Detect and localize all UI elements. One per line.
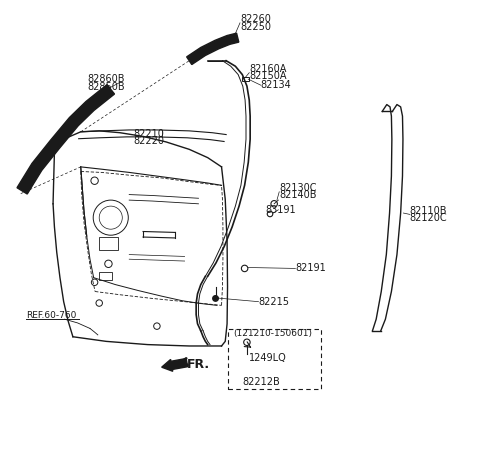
Text: 82140B: 82140B — [279, 190, 317, 200]
Text: 82220: 82220 — [134, 136, 165, 146]
Text: 82250: 82250 — [240, 22, 271, 31]
Text: 83191: 83191 — [265, 205, 296, 215]
Polygon shape — [187, 33, 239, 64]
Text: 82120C: 82120C — [410, 213, 447, 223]
Polygon shape — [17, 85, 115, 194]
Text: 82210: 82210 — [134, 129, 165, 138]
Text: FR.: FR. — [187, 358, 210, 371]
FancyArrow shape — [162, 358, 188, 371]
Text: 82215: 82215 — [258, 297, 289, 307]
Text: 82860B: 82860B — [88, 74, 125, 84]
Text: 82260: 82260 — [240, 14, 271, 24]
Text: 1249LQ: 1249LQ — [249, 353, 287, 363]
Text: REF.60-760: REF.60-760 — [26, 311, 77, 320]
Text: 82130C: 82130C — [279, 183, 317, 193]
Circle shape — [213, 296, 218, 301]
Text: 82160A: 82160A — [249, 64, 287, 74]
Text: 82212B: 82212B — [242, 376, 280, 387]
Text: (121210-150601): (121210-150601) — [234, 330, 312, 338]
Text: 82150A: 82150A — [249, 71, 287, 81]
Text: 82110B: 82110B — [410, 206, 447, 216]
Text: 82191: 82191 — [295, 263, 326, 274]
Bar — [242, 77, 249, 81]
Text: 82850B: 82850B — [88, 81, 125, 92]
FancyBboxPatch shape — [228, 329, 321, 389]
Bar — [99, 237, 118, 250]
Bar — [99, 272, 112, 280]
Text: 82134: 82134 — [261, 80, 291, 90]
